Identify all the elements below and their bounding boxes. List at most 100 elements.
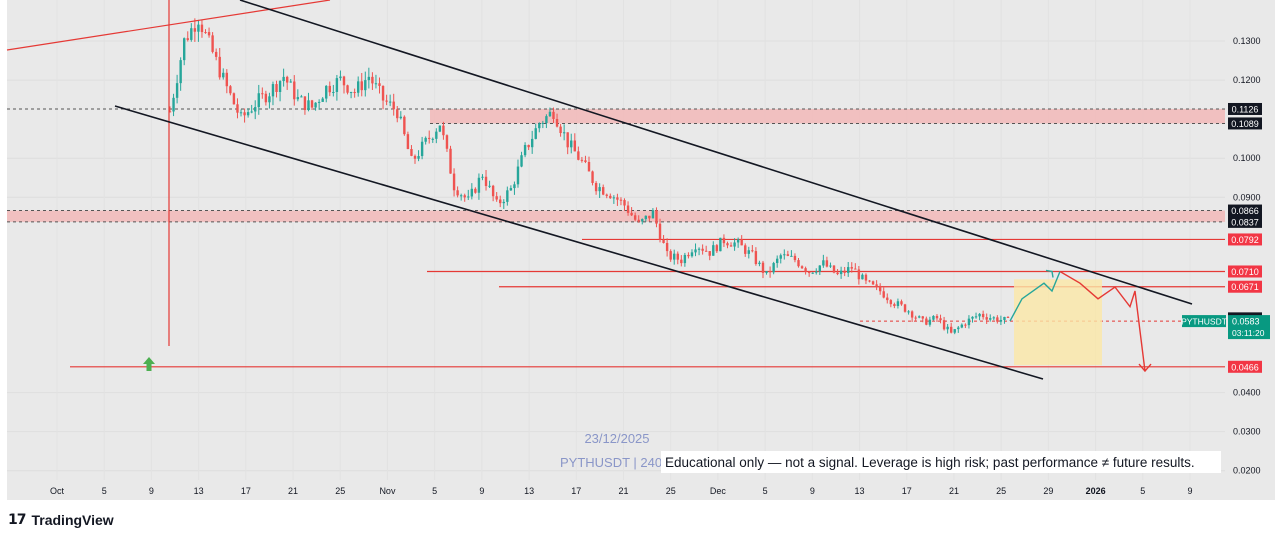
candle-body: [218, 56, 221, 78]
price-label-background: [1228, 215, 1262, 228]
candle-body: [612, 197, 616, 199]
candle-body: [317, 101, 321, 103]
x-axis-tick-label: 17: [571, 486, 581, 496]
candle-body: [978, 313, 981, 317]
candle-body: [886, 297, 889, 301]
candle-body: [506, 190, 509, 202]
candle-body: [690, 252, 694, 257]
candle-body: [211, 35, 214, 52]
candle-body: [509, 188, 513, 191]
candle-body: [445, 135, 449, 149]
candle-body: [264, 93, 268, 103]
candle-body: [257, 93, 260, 108]
candle-body: [403, 116, 406, 135]
disclaimer-text: Educational only — not a signal. Leverag…: [665, 455, 1195, 470]
candle-body: [843, 270, 846, 273]
candle-body: [275, 84, 278, 93]
candle-body: [910, 311, 914, 318]
candle-body: [616, 197, 619, 200]
candle-body: [481, 176, 484, 178]
candle-body: [633, 215, 637, 220]
candle-body: [307, 100, 310, 111]
candle-body: [541, 122, 545, 124]
candle-body: [992, 317, 995, 319]
candle-body: [349, 92, 353, 94]
candle-body: [1006, 316, 1010, 318]
candle-body: [871, 281, 875, 285]
candle-body: [577, 151, 580, 160]
candle-body: [172, 97, 175, 112]
candle-body: [406, 134, 410, 150]
candle-body: [285, 76, 289, 83]
candle-body: [410, 149, 413, 156]
candle-body: [861, 274, 864, 280]
candle-body: [296, 97, 300, 100]
candle-body: [665, 242, 669, 252]
candle-body: [175, 83, 179, 98]
candle-body: [424, 137, 427, 142]
x-axis-tick-label: 2026: [1086, 486, 1106, 496]
candle-body: [985, 317, 988, 320]
candle-body: [559, 126, 562, 134]
tradingview-logo[interactable]: 17 TradingView: [8, 512, 114, 528]
candle-body: [864, 274, 868, 281]
candle-body: [261, 93, 264, 95]
candle-body: [566, 132, 569, 148]
candle-body: [488, 185, 491, 187]
candle-body: [207, 32, 211, 36]
candle-body: [733, 242, 736, 247]
candle-body: [996, 317, 999, 322]
x-axis-tick-label: Oct: [50, 486, 65, 496]
projection-arrow-icon: [1138, 363, 1152, 373]
price-label-background: [1228, 204, 1262, 217]
candle-body: [456, 190, 459, 196]
candle-body: [396, 109, 399, 119]
candle-body: [527, 144, 530, 148]
x-axis-tick-label: 21: [288, 486, 298, 496]
candle-body: [587, 161, 591, 172]
y-axis-tick-label: 0.1300: [1233, 36, 1261, 46]
channel-lower-line[interactable]: [114, 105, 1044, 380]
candle-body: [903, 304, 907, 312]
x-axis-tick-label: 21: [618, 486, 628, 496]
candle-body: [545, 116, 548, 123]
candle-body: [1003, 316, 1006, 320]
candle-body: [697, 248, 701, 250]
candle-body: [360, 81, 363, 91]
x-axis-tick-label: 21: [949, 486, 959, 496]
candle-body: [516, 166, 520, 185]
candle-body: [687, 254, 690, 257]
candle-body: [648, 215, 651, 219]
candle-body: [949, 326, 953, 333]
current-price-tag-background: [1228, 315, 1270, 340]
projection-path-up[interactable]: [1009, 271, 1061, 322]
candle-body: [999, 319, 1003, 322]
price-label: 0.0866: [1231, 206, 1259, 216]
price-label-background: [1228, 280, 1262, 293]
x-axis-tick-label: 9: [1187, 486, 1192, 496]
resistance-zone: [7, 210, 1225, 222]
candle-body: [896, 301, 900, 307]
candle-body: [832, 265, 836, 273]
candle-body: [499, 199, 502, 204]
price-label: 0.0837: [1231, 217, 1259, 227]
price-label: 0.0710: [1231, 267, 1259, 277]
candle-body: [680, 259, 683, 264]
x-axis-tick-label: 9: [810, 486, 815, 496]
x-axis-tick-label: 5: [102, 486, 107, 496]
candle-body: [459, 195, 463, 197]
candle-body: [815, 271, 818, 273]
channel-upper-line[interactable]: [239, 0, 1193, 305]
candle-body: [346, 85, 349, 93]
candle-body: [758, 262, 761, 265]
target-box[interactable]: [1014, 279, 1102, 366]
projection-arrow-green-icon: [1045, 269, 1054, 278]
candle-body: [300, 96, 303, 98]
candle-body: [779, 255, 782, 259]
candle-body: [839, 270, 843, 275]
projection-path-down[interactable]: [1059, 270, 1146, 372]
candle-body: [829, 265, 832, 267]
candle-body: [520, 155, 523, 167]
